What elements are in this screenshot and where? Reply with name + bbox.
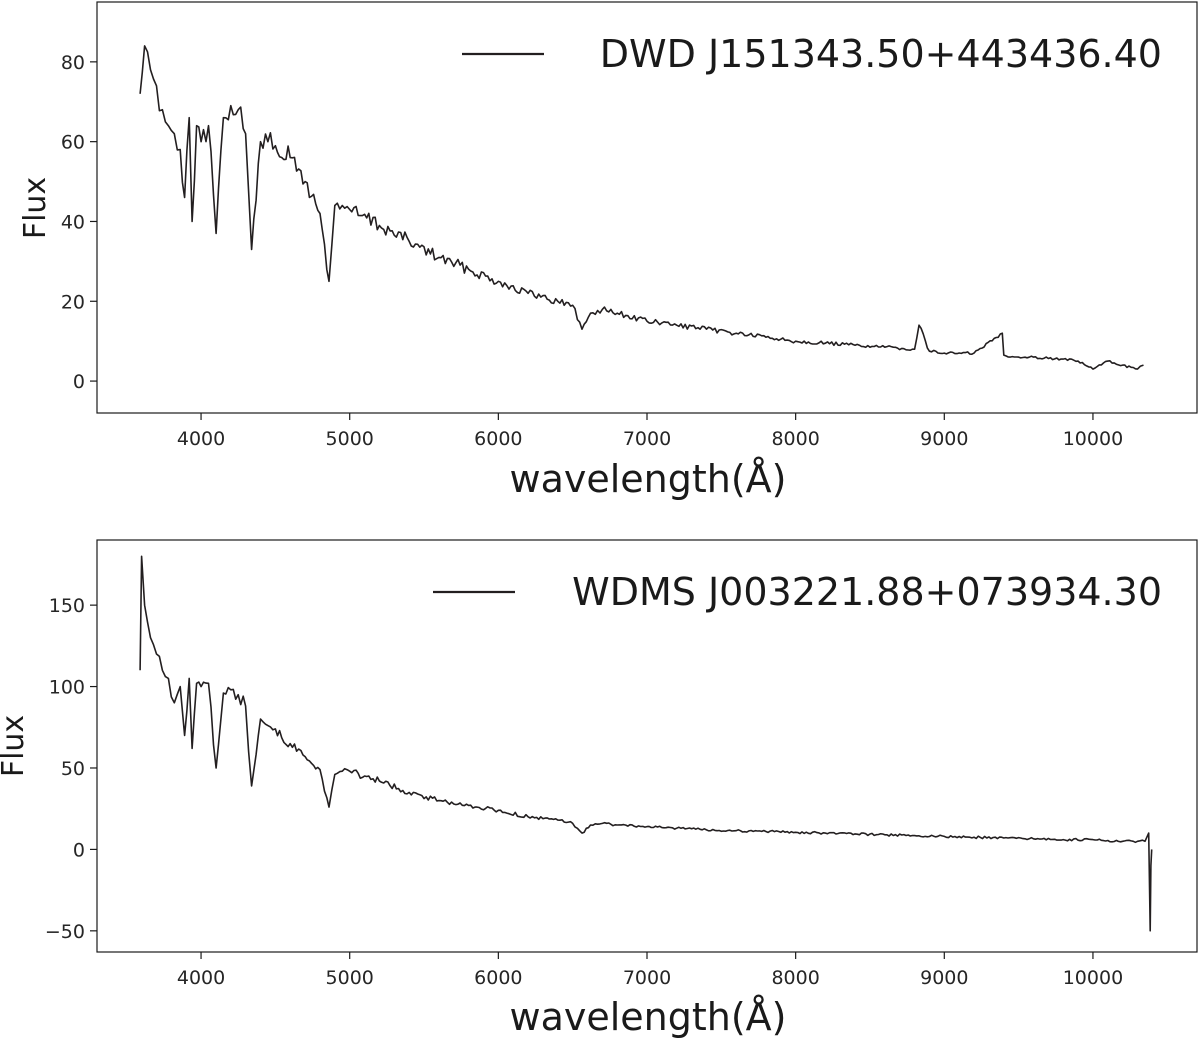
y-tick-label: 80 [61,52,85,74]
x-tick-label: 9000 [920,428,968,450]
bottom-y-axis-label: Flux [0,715,31,777]
x-tick-label: 5000 [326,967,374,989]
y-tick-label: 0 [73,839,85,861]
x-tick-label: 10000 [1063,428,1123,450]
bottom-legend: WDMS J003221.88+073934.30 [433,570,1162,614]
y-tick-label: 0 [73,371,85,393]
x-tick-label: 10000 [1063,967,1123,989]
y-tick-label: −50 [45,921,85,943]
bottom-x-axis-label: wavelength(Å) [509,995,786,1039]
top-y-axis-label: Flux [18,177,53,239]
y-tick-label: 40 [61,211,85,233]
y-tick-label: 60 [61,132,85,154]
bottom-y-axis-ticks: −50 0 50 100 150 [45,595,97,943]
top-plot-frame [96,1,1198,414]
x-tick-label: 5000 [326,428,374,450]
x-tick-label: 8000 [771,967,819,989]
x-tick-label: 6000 [474,967,522,989]
top-x-axis-ticks: 4000 5000 6000 7000 8000 9000 10000 [177,413,1123,450]
top-legend-label: DWD J151343.50+443436.40 [600,32,1162,76]
y-tick-label: 50 [61,758,85,780]
top-y-axis-ticks: 0 20 40 60 80 [61,52,97,393]
y-tick-label: 150 [49,595,85,617]
top-spectrum-line [139,45,1144,370]
x-tick-label: 4000 [177,967,225,989]
y-tick-label: 100 [49,677,85,699]
top-x-axis-label: wavelength(Å) [509,457,786,501]
bottom-plot-frame [96,539,1198,953]
x-tick-label: 4000 [177,428,225,450]
bottom-x-axis-ticks: 4000 5000 6000 7000 8000 9000 10000 [177,952,1123,989]
top-legend: DWD J151343.50+443436.40 [462,32,1162,76]
bottom-legend-label: WDMS J003221.88+073934.30 [572,570,1162,614]
x-tick-label: 8000 [771,428,819,450]
y-tick-label: 20 [61,291,85,313]
x-tick-label: 7000 [623,428,671,450]
x-tick-label: 9000 [920,967,968,989]
bottom-spectrum-line [139,555,1153,932]
x-tick-label: 7000 [623,967,671,989]
x-tick-label: 6000 [474,428,522,450]
panel-bottom: −50 0 50 100 150 4000 5000 6000 7000 8000 9000 100… [0,539,1198,1039]
